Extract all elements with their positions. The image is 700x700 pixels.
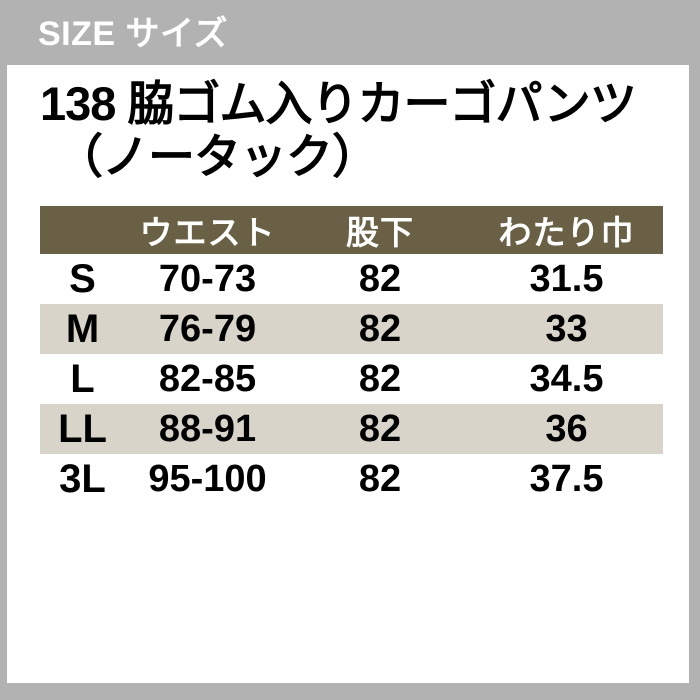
watari-cell: 36 bbox=[545, 407, 588, 450]
column-header-inseam: 股下 bbox=[346, 214, 414, 251]
column-header-waist: ウエスト bbox=[139, 214, 276, 251]
watari-cell: 31.5 bbox=[529, 257, 604, 300]
size-cell: 3L bbox=[59, 456, 106, 501]
watari-cell: 34.5 bbox=[529, 357, 604, 400]
waist-cell: 88-91 bbox=[158, 407, 257, 450]
size-cell: LL bbox=[58, 406, 107, 451]
size-header-label: SIZE サイズ bbox=[38, 15, 228, 53]
table-header-row: ウエスト 股下 わたり巾 bbox=[40, 206, 663, 254]
table-row-l: L 82-85 82 34.5 bbox=[40, 354, 663, 404]
column-header-size bbox=[40, 206, 125, 254]
inseam-cell: 82 bbox=[358, 257, 402, 300]
column-header-watari: わたり巾 bbox=[498, 214, 635, 251]
watari-cell: 37.5 bbox=[529, 457, 604, 500]
table-row-3l: 3L 95-100 82 37.5 bbox=[40, 454, 663, 504]
waist-cell: 82-85 bbox=[158, 357, 257, 400]
inseam-cell: 82 bbox=[358, 407, 402, 450]
product-title-line-2: （ノータック） bbox=[56, 130, 379, 183]
product-title: 138 脇ゴム入りカーゴパンツ （ノータック） bbox=[40, 77, 670, 183]
table-row-s: S 70-73 82 31.5 bbox=[40, 254, 663, 304]
waist-cell: 95-100 bbox=[148, 457, 267, 500]
waist-cell: 70-73 bbox=[158, 257, 257, 300]
table-row-ll: LL 88-91 82 36 bbox=[40, 404, 663, 454]
size-cell: L bbox=[70, 356, 95, 401]
inseam-cell: 82 bbox=[358, 457, 402, 500]
table-row-m: M 76-79 82 33 bbox=[40, 304, 663, 354]
inseam-cell: 82 bbox=[358, 307, 402, 350]
content-card: 138 脇ゴム入りカーゴパンツ （ノータック） ウエスト 股下 わたり巾 S 7… bbox=[7, 65, 689, 683]
watari-cell: 33 bbox=[545, 307, 588, 350]
product-title-line-1: 138 脇ゴム入りカーゴパンツ bbox=[40, 77, 637, 130]
size-cell: M bbox=[65, 306, 100, 351]
inseam-cell: 82 bbox=[358, 357, 402, 400]
size-cell: S bbox=[69, 256, 96, 301]
waist-cell: 76-79 bbox=[158, 307, 257, 350]
size-table: ウエスト 股下 わたり巾 S 70-73 82 31.5 M 76-79 82 … bbox=[40, 206, 663, 504]
